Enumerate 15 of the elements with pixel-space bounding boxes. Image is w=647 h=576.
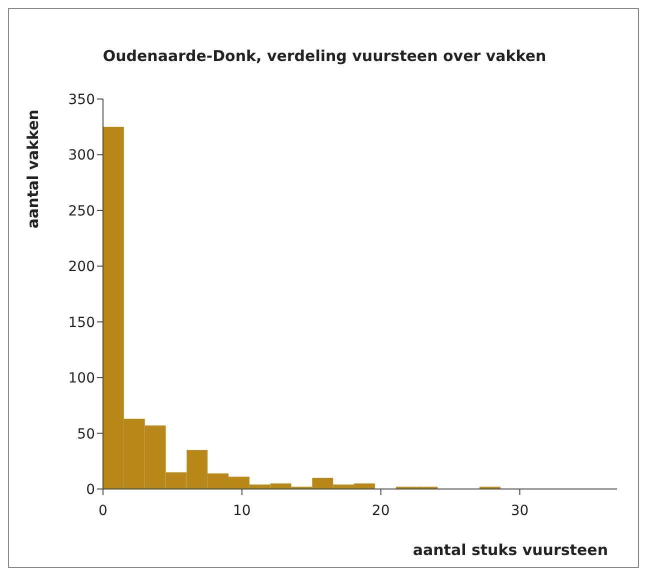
y-axis-title: aantal vakken: [24, 110, 42, 228]
y-tick-label: 300: [68, 148, 95, 164]
x-tick-label: 20: [372, 502, 390, 519]
y-tick-label: 200: [68, 259, 95, 276]
y-tick-label: 0: [86, 482, 95, 498]
x-tick-label: 30: [510, 502, 529, 519]
x-tick-label: 0: [98, 502, 108, 519]
x-axis-title: aantal stuks vuursteen: [412, 541, 608, 559]
y-tick-label: 100: [68, 370, 95, 387]
y-tick-label: 150: [68, 314, 95, 331]
y-tick-label: 350: [68, 92, 95, 108]
y-tick-label: 250: [68, 203, 95, 220]
y-tick-label: 50: [77, 426, 95, 442]
x-tick-label: 10: [233, 502, 251, 519]
chart-title: Oudenaarde-Donk, verdeling vuursteen over vakken: [102, 47, 548, 65]
